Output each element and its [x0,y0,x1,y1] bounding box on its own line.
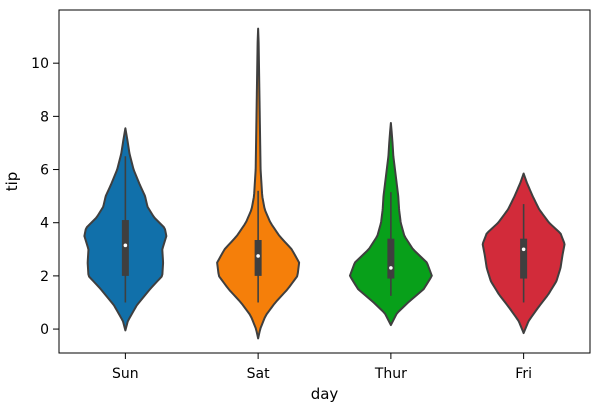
y-axis-ticks: 0 2 4 6 8 10 [31,56,59,338]
x-tick-label-sat: Sat [247,366,270,382]
violin-body-sat [216,27,301,340]
y-tick-label: 10 [31,56,49,72]
violin-fri [481,172,566,335]
iqr-box-sat [254,239,262,276]
x-tick-label-sun: Sun [112,366,139,382]
plot-frame [58,9,591,354]
y-tick-label: 4 [40,216,49,232]
iqr-box-thur [387,238,395,279]
y-tick-label: 8 [40,109,49,125]
iqr-box-sun [121,220,129,276]
violins-layer [83,27,566,340]
violin-sat [216,27,301,340]
x-axis-label: day [311,385,339,403]
median-point-sun [123,243,128,248]
y-tick-label: 6 [40,163,49,179]
x-tick-label-fri: Fri [515,366,532,382]
median-point-fri [521,247,526,252]
median-point-sat [256,254,260,258]
x-tick-label-thur: Thur [374,366,407,382]
y-tick-label: 0 [40,322,49,338]
iqr-box-fri [520,238,528,279]
violin-thur [348,122,433,327]
y-axis-label: tip [3,172,21,192]
median-point-thur [389,266,393,270]
x-axis-ticks: Sun Sat Thur Fri [112,353,532,382]
violin-sun [83,127,168,332]
y-tick-label: 2 [40,269,49,285]
